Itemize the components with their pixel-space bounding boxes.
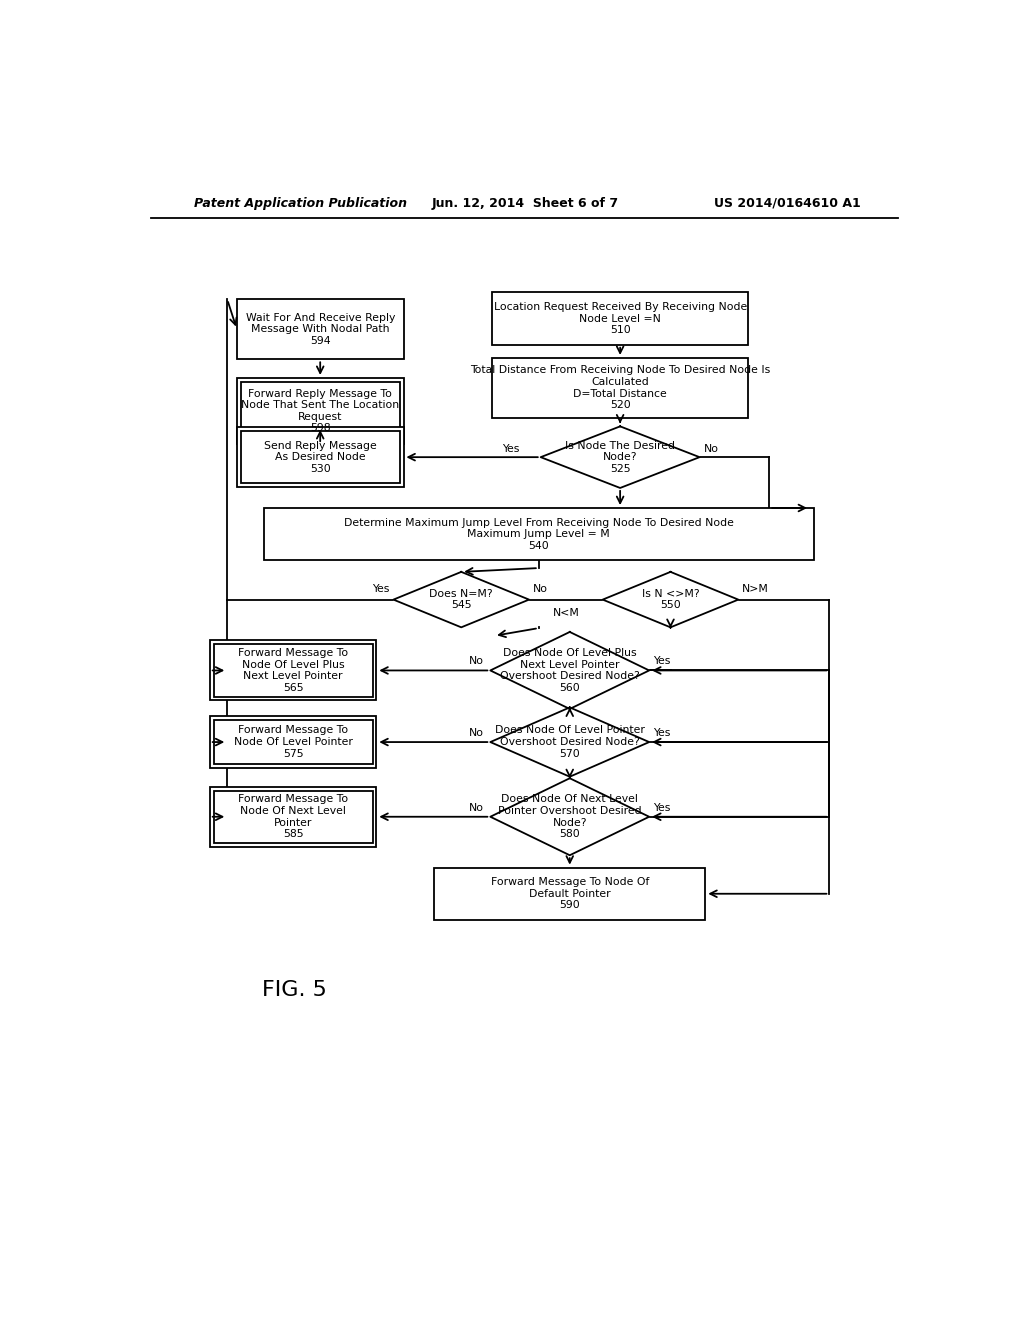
- Polygon shape: [541, 426, 699, 488]
- Bar: [214, 791, 373, 843]
- Bar: [214, 719, 373, 764]
- Text: Is Node The Desired
Node?
525: Is Node The Desired Node? 525: [565, 441, 675, 474]
- Text: No: No: [532, 583, 548, 594]
- Bar: [237, 378, 403, 444]
- Text: N<M: N<M: [552, 609, 580, 619]
- Text: No: No: [469, 727, 484, 738]
- Text: Forward Message To Node Of
Default Pointer
590: Forward Message To Node Of Default Point…: [490, 878, 649, 911]
- Text: Determine Maximum Jump Level From Receiving Node To Desired Node
Maximum Jump Le: Determine Maximum Jump Level From Receiv…: [344, 517, 733, 550]
- Text: Yes: Yes: [372, 583, 389, 594]
- Text: FIG. 5: FIG. 5: [262, 979, 327, 1001]
- Text: Does Node Of Level Pointer
Overshoot Desired Node?
570: Does Node Of Level Pointer Overshoot Des…: [495, 726, 645, 759]
- Text: Does Node Of Next Level
Pointer Overshoot Desired
Node?
580: Does Node Of Next Level Pointer Overshoo…: [498, 795, 642, 840]
- Text: Send Reply Message
As Desired Node
530: Send Reply Message As Desired Node 530: [264, 441, 377, 474]
- Bar: [241, 430, 399, 483]
- Polygon shape: [603, 572, 738, 627]
- Text: Location Request Received By Receiving Node
Node Level =N
510: Location Request Received By Receiving N…: [494, 302, 746, 335]
- Polygon shape: [393, 572, 529, 627]
- Bar: [241, 381, 399, 441]
- Bar: [263, 508, 814, 560]
- Bar: [237, 300, 403, 359]
- Bar: [214, 644, 373, 697]
- Text: Forward Message To
Node Of Level Pointer
575: Forward Message To Node Of Level Pointer…: [233, 726, 352, 759]
- Text: Does N=M?
545: Does N=M? 545: [429, 589, 494, 610]
- Text: Yes: Yes: [653, 656, 671, 667]
- Text: No: No: [469, 803, 484, 813]
- Text: Forward Reply Message To
Node That Sent The Location
Request
598: Forward Reply Message To Node That Sent …: [241, 388, 399, 433]
- Polygon shape: [490, 779, 649, 855]
- Text: No: No: [703, 445, 719, 454]
- Bar: [210, 787, 377, 847]
- Bar: [210, 640, 377, 701]
- Text: Yes: Yes: [502, 445, 519, 454]
- Text: Is N <>M?
550: Is N <>M? 550: [642, 589, 699, 610]
- Text: N>M: N>M: [742, 583, 769, 594]
- Bar: [237, 428, 403, 487]
- Bar: [493, 358, 748, 418]
- Text: Does Node Of Level Plus
Next Level Pointer
Overshoot Desired Node?
560: Does Node Of Level Plus Next Level Point…: [500, 648, 640, 693]
- Polygon shape: [490, 708, 649, 776]
- Text: Jun. 12, 2014  Sheet 6 of 7: Jun. 12, 2014 Sheet 6 of 7: [431, 197, 618, 210]
- Text: Yes: Yes: [653, 727, 671, 738]
- Polygon shape: [490, 632, 649, 709]
- Text: Patent Application Publication: Patent Application Publication: [194, 197, 407, 210]
- Text: Yes: Yes: [653, 803, 671, 813]
- Text: Forward Message To
Node Of Level Plus
Next Level Pointer
565: Forward Message To Node Of Level Plus Ne…: [238, 648, 348, 693]
- Bar: [434, 867, 706, 920]
- Text: No: No: [469, 656, 484, 667]
- Text: Forward Message To
Node Of Next Level
Pointer
585: Forward Message To Node Of Next Level Po…: [238, 795, 348, 840]
- Bar: [493, 293, 748, 345]
- Bar: [210, 715, 377, 768]
- Text: US 2014/0164610 A1: US 2014/0164610 A1: [714, 197, 860, 210]
- Text: Total Distance From Receiving Node To Desired Node Is
Calculated
D=Total Distanc: Total Distance From Receiving Node To De…: [470, 366, 770, 411]
- Text: Wait For And Receive Reply
Message With Nodal Path
594: Wait For And Receive Reply Message With …: [246, 313, 395, 346]
